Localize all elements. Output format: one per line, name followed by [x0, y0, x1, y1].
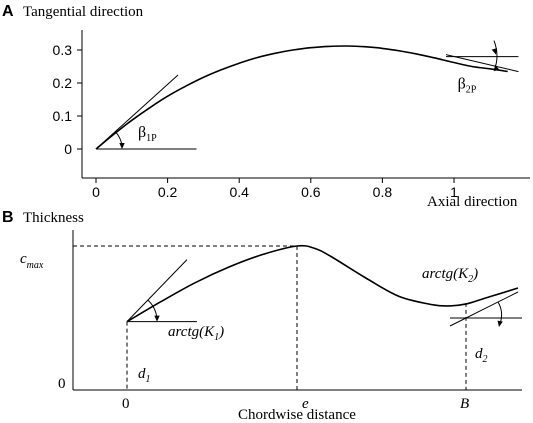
panel-b-ylabel: Thickness — [23, 210, 84, 226]
panel-b-x-tick-b: B — [460, 396, 469, 412]
panel-b-leading-tangent — [126, 259, 188, 322]
k2-close: ) — [472, 266, 478, 282]
panel-b-d1-label: d1 — [138, 366, 151, 385]
k1-close: ) — [218, 324, 224, 340]
d2-letter: d — [475, 346, 483, 362]
panel-b-trailing-angle-arrow — [497, 320, 503, 327]
panel-b-k1-label: arctg(K1) — [168, 324, 224, 343]
panel-b-leading-angle-arrow — [154, 315, 160, 322]
panel-b-d2-label: d2 — [475, 346, 488, 365]
panel-b-k2-label: arctg(K2) — [422, 266, 478, 285]
panel-a-x-ticks: 0 0.2 0.4 0.6 0.8 1 — [92, 178, 458, 200]
panel-a-y-tick-label: 0.2 — [53, 75, 73, 91]
panel-a-y-tick-label: 0.3 — [53, 42, 73, 58]
panel-a-beta2p-label: β2P — [458, 76, 477, 96]
panel-a-x-tick-label: 0.2 — [158, 184, 178, 200]
panel-b: B Thickness Chordwise distance 0 cmax 0 … — [2, 209, 522, 423]
d1-subscript: 1 — [146, 374, 151, 385]
panel-b-x-tick-0: 0 — [122, 396, 130, 412]
cmax-letter: c — [20, 251, 27, 267]
panel-a-outlet-angle-arrow-bottom — [494, 64, 500, 72]
panel-a-y-tick-label: 0 — [64, 141, 72, 157]
panel-a-inlet-tangent — [95, 74, 179, 150]
panel-a-y-ticks: 0 0.1 0.2 0.3 — [53, 42, 82, 157]
panel-a-ylabel: Tangential direction — [23, 4, 144, 20]
panel-a-beta1p-label: β1P — [138, 124, 157, 144]
panel-b-trailing-angle-arc — [497, 301, 503, 325]
panel-b-xlabel: Chordwise distance — [238, 407, 356, 423]
beta1p-symbol: β — [138, 124, 146, 141]
panel-b-trailing-tangent — [449, 291, 519, 327]
panel-b-y-tick-cmax: cmax — [20, 251, 44, 271]
panel-a-y-tick-label: 0.1 — [53, 108, 73, 124]
panel-a-letter: A — [2, 3, 14, 20]
panel-a: A Tangential direction Axial direction 0… — [2, 3, 530, 210]
panel-a-x-tick-label: 0.4 — [229, 184, 249, 200]
panel-b-x-tick-e: e — [302, 396, 309, 412]
cmax-subscript: max — [27, 260, 44, 271]
panel-a-x-tick-label: 1 — [450, 184, 458, 200]
k1-text: arctg(K — [168, 324, 215, 340]
panel-a-inlet-angle-arrow — [119, 143, 125, 149]
panel-a-x-tick-label: 0.8 — [373, 184, 393, 200]
k2-subscript: 2 — [468, 274, 473, 285]
panel-b-thickness-curve — [126, 244, 519, 323]
k1-subscript: 1 — [214, 332, 219, 343]
beta1p-subscript: 1P — [146, 133, 157, 144]
beta2p-symbol: β — [458, 76, 466, 93]
d2-subscript: 2 — [483, 354, 488, 365]
panel-a-x-tick-label: 0.6 — [301, 184, 321, 200]
panel-a-xlabel: Axial direction — [427, 194, 518, 210]
panel-a-outlet-angle-arrow-top — [491, 48, 497, 55]
panel-a-camber-line — [95, 45, 508, 150]
panel-b-letter: B — [2, 209, 14, 226]
panel-b-y-tick-0: 0 — [58, 376, 66, 392]
beta2p-subscript: 2P — [466, 85, 477, 96]
panel-a-outlet-tangent — [445, 54, 519, 73]
d1-letter: d — [138, 366, 146, 382]
panel-a-x-tick-label: 0 — [92, 184, 100, 200]
k2-text: arctg(K — [422, 266, 469, 282]
